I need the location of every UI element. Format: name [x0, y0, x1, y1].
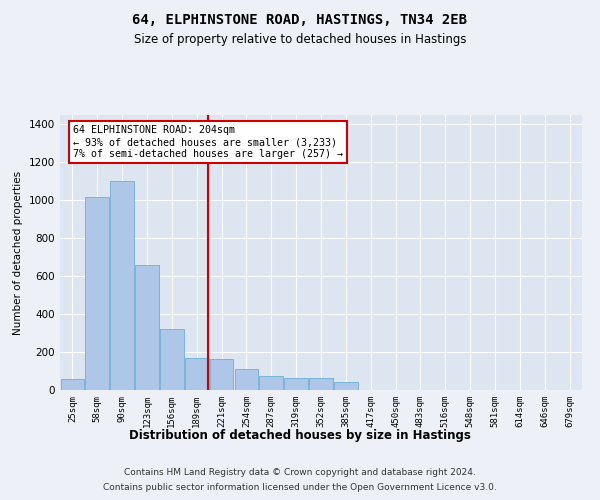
- Bar: [259, 376, 283, 390]
- Text: Size of property relative to detached houses in Hastings: Size of property relative to detached ho…: [134, 32, 466, 46]
- Bar: [185, 358, 209, 390]
- Text: Contains HM Land Registry data © Crown copyright and database right 2024.: Contains HM Land Registry data © Crown c…: [124, 468, 476, 477]
- Text: Contains public sector information licensed under the Open Government Licence v3: Contains public sector information licen…: [103, 483, 497, 492]
- Bar: [309, 378, 333, 390]
- Bar: [235, 369, 258, 390]
- Bar: [210, 358, 233, 390]
- Bar: [61, 378, 84, 390]
- Bar: [85, 196, 109, 390]
- Y-axis label: Number of detached properties: Number of detached properties: [13, 170, 23, 334]
- Text: 64, ELPHINSTONE ROAD, HASTINGS, TN34 2EB: 64, ELPHINSTONE ROAD, HASTINGS, TN34 2EB: [133, 12, 467, 26]
- Text: 64 ELPHINSTONE ROAD: 204sqm
← 93% of detached houses are smaller (3,233)
7% of s: 64 ELPHINSTONE ROAD: 204sqm ← 93% of det…: [73, 126, 343, 158]
- Bar: [110, 182, 134, 390]
- Text: Distribution of detached houses by size in Hastings: Distribution of detached houses by size …: [129, 428, 471, 442]
- Bar: [160, 330, 184, 390]
- Bar: [284, 378, 308, 390]
- Bar: [135, 265, 159, 390]
- Bar: [334, 382, 358, 390]
